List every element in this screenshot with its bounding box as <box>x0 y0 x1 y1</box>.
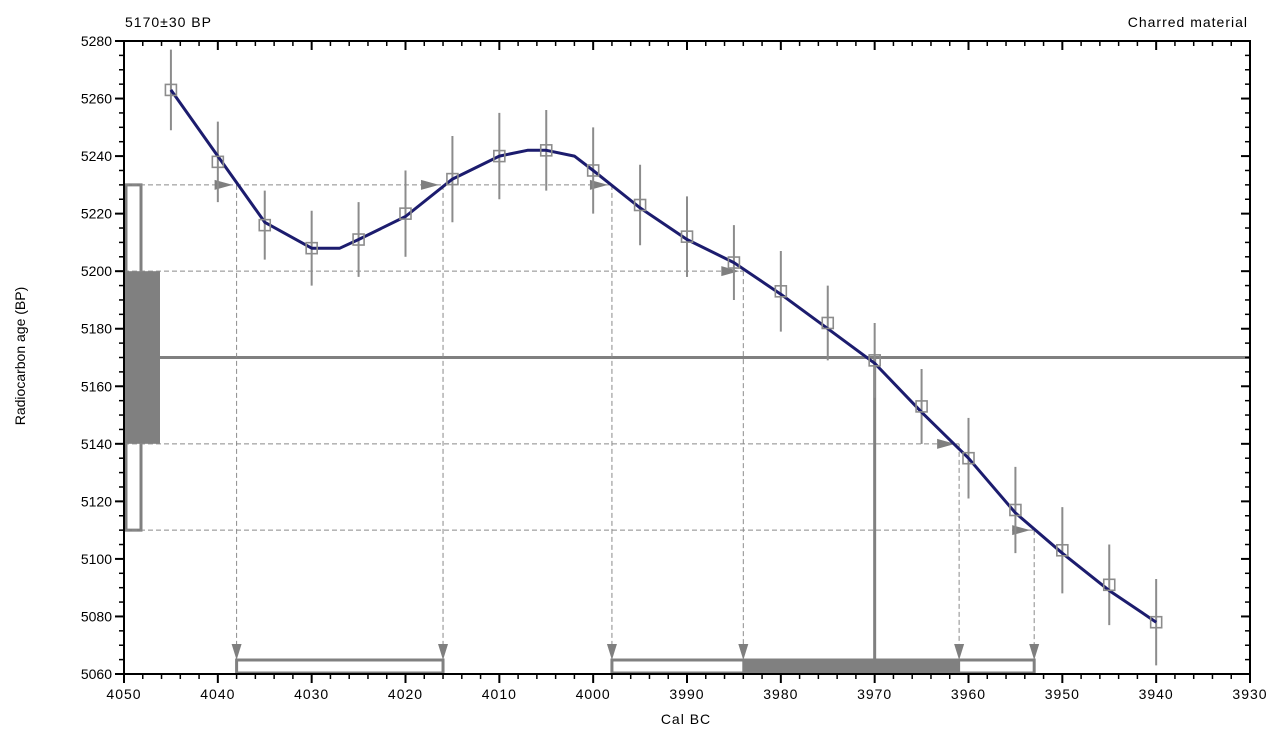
x-tick-label: 3950 <box>1045 686 1080 702</box>
data-point-marker <box>211 155 225 169</box>
data-point-marker <box>586 164 600 177</box>
projection-arrow-right <box>1012 525 1031 536</box>
y-axis-title: Radiocarbon age (BP) <box>12 287 28 426</box>
y-tick-label: 5120 <box>81 493 112 509</box>
data-point-marker <box>352 233 365 246</box>
x-axis-title: Cal BC <box>661 711 711 727</box>
header-right-label: Charred material <box>1128 14 1248 30</box>
data-point-marker <box>399 207 412 220</box>
projection-arrow-down <box>438 644 449 660</box>
two-sigma-range-bar <box>235 658 445 675</box>
projection-arrow-right <box>589 179 608 190</box>
data-point-marker <box>774 285 788 298</box>
projection-arrow-right <box>721 266 740 277</box>
projection-arrow-down <box>1029 644 1040 660</box>
calibrated-ranges-layer <box>235 658 1036 675</box>
x-tick-label: 3940 <box>1139 686 1174 702</box>
one-sigma-range-bar <box>742 659 961 674</box>
x-tick-label: 3970 <box>857 686 892 702</box>
data-point-marker <box>821 316 835 330</box>
calibration-curve-layer <box>164 83 1163 629</box>
calibration-curve <box>169 89 1158 624</box>
data-point-marker <box>727 256 741 269</box>
projection-arrow-down <box>231 644 242 660</box>
y-tick-label: 5060 <box>81 666 112 682</box>
x-tick-label: 4000 <box>576 686 611 702</box>
y-tick-label: 5140 <box>81 436 112 452</box>
data-point-marker <box>1056 543 1069 557</box>
x-tick-label: 4030 <box>294 686 329 702</box>
projection-arrow-down <box>738 644 749 660</box>
projection-arrow-right <box>214 179 233 190</box>
x-tick-label: 3980 <box>763 686 798 702</box>
data-point-marker <box>1149 615 1163 629</box>
data-point-marker <box>962 451 975 465</box>
header-left-label: 5170±30 BP <box>125 14 212 30</box>
x-tick-label: 3930 <box>1232 686 1267 702</box>
x-tick-label: 4010 <box>482 686 517 702</box>
projection-layer <box>124 179 1040 660</box>
projection-arrow-down <box>954 644 965 660</box>
y-tick-label: 5220 <box>81 206 112 222</box>
projection-arrow-right <box>937 438 956 449</box>
y-tick-label: 5280 <box>81 33 112 49</box>
y-tick-label: 5260 <box>81 91 112 107</box>
data-point-marker <box>1009 503 1022 517</box>
data-point-marker <box>305 241 318 255</box>
data-point-marker <box>446 172 459 186</box>
data-point-marker <box>539 144 553 157</box>
data-point-marker <box>633 198 647 212</box>
axes-layer: 4050 4040 4030 4020 4010 4000 3990 3980 3970 3960… <box>81 33 1267 702</box>
projection-arrow-down <box>606 644 617 660</box>
y-tick-label: 5240 <box>81 148 112 164</box>
data-point-marker <box>258 218 272 232</box>
x-tick-label: 4040 <box>200 686 235 702</box>
x-tick-label: 3960 <box>951 686 986 702</box>
data-point-marker <box>493 149 506 163</box>
data-point-marker <box>1102 578 1116 592</box>
x-tick-label: 3990 <box>669 686 704 702</box>
y-tick-label: 5160 <box>81 378 112 394</box>
x-tick-label: 4020 <box>388 686 423 702</box>
data-point-marker <box>680 230 694 243</box>
y-tick-label: 5180 <box>81 321 112 337</box>
x-tick-label: 4050 <box>106 686 141 702</box>
data-point-marker <box>915 400 928 413</box>
y-tick-label: 5080 <box>81 608 112 624</box>
y-tick-label: 5100 <box>81 551 112 567</box>
data-point-marker <box>164 83 178 97</box>
data-point-marker <box>868 354 881 367</box>
projection-arrow-right <box>421 179 440 190</box>
y-tick-label: 5200 <box>81 263 112 279</box>
